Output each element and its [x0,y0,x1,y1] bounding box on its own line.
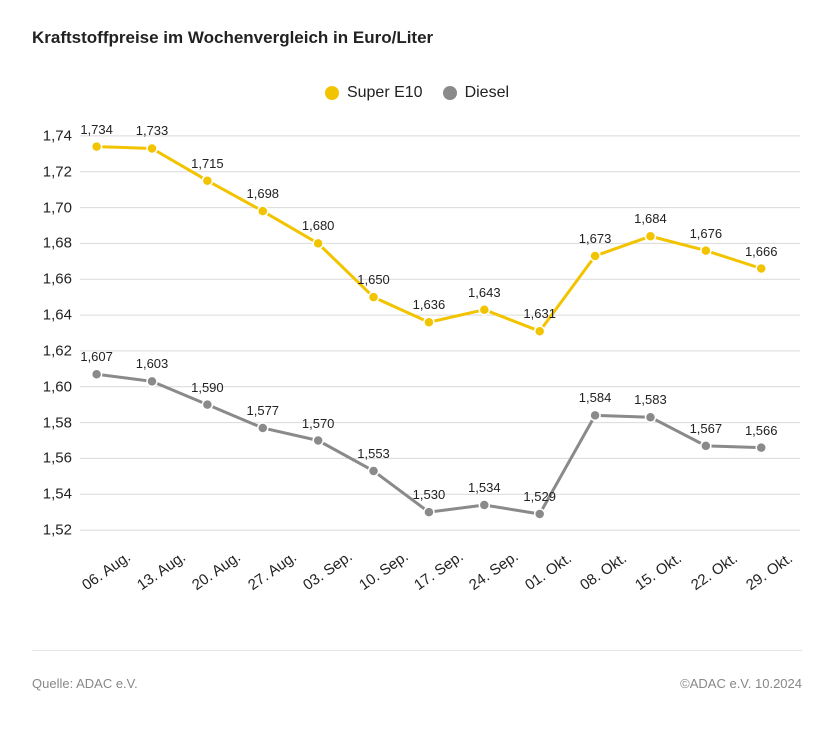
data-label: 1,553 [357,446,390,461]
x-tick-label: 24. Sep. [466,548,522,594]
y-tick-label: 1,64 [43,307,80,324]
data-label: 1,673 [579,231,612,246]
legend: Super E10 Diesel [0,84,834,105]
y-tick-label: 1,66 [43,271,80,288]
data-label: 1,530 [413,487,446,502]
x-tick-label: 20. Aug. [189,548,244,594]
data-marker [202,400,212,410]
data-marker [645,412,655,422]
x-tick-label: 01. Okt. [522,550,575,594]
x-tick-label: 06. Aug. [79,548,134,594]
legend-label: Super E10 [347,84,423,102]
data-label: 1,570 [302,416,335,431]
legend-item: Super E10 [325,84,423,102]
data-label: 1,567 [690,421,723,436]
chart-container: Kraftstoffpreise im Wochenvergleich in E… [0,0,834,731]
data-marker [590,410,600,420]
data-marker [535,326,545,336]
chart-title: Kraftstoffpreise im Wochenvergleich in E… [32,28,433,48]
data-label: 1,534 [468,480,501,495]
data-marker [424,507,434,517]
x-tick-label: 15. Okt. [632,550,685,594]
data-marker [479,305,489,315]
data-marker [424,317,434,327]
data-marker [92,142,102,152]
data-marker [313,436,323,446]
data-marker [313,238,323,248]
data-label: 1,715 [191,156,224,171]
data-marker [369,292,379,302]
data-label: 1,590 [191,380,224,395]
legend-item: Diesel [443,84,509,102]
legend-label: Diesel [465,84,509,102]
legend-marker [443,86,457,100]
x-tick-label: 03. Sep. [300,548,356,594]
data-label: 1,631 [523,306,556,321]
data-label: 1,583 [634,392,667,407]
data-marker [701,246,711,256]
plot-svg [80,118,800,548]
data-marker [202,176,212,186]
data-marker [645,231,655,241]
x-tick-label: 29. Okt. [743,550,796,594]
data-marker [756,264,766,274]
data-label: 1,676 [690,226,723,241]
data-marker [535,509,545,519]
y-tick-label: 1,62 [43,342,80,359]
y-tick-label: 1,52 [43,522,80,539]
data-label: 1,636 [413,297,446,312]
plot-area: 1,521,541,561,581,601,621,641,661,681,70… [80,118,800,548]
data-label: 1,734 [80,122,113,137]
data-marker [701,441,711,451]
data-marker [258,206,268,216]
data-marker [756,443,766,453]
y-tick-label: 1,60 [43,378,80,395]
footer-divider [32,650,802,651]
x-tick-label: 10. Sep. [356,548,412,594]
y-tick-label: 1,56 [43,450,80,467]
source-label: Quelle: ADAC e.V. [32,676,138,691]
y-tick-label: 1,58 [43,414,80,431]
y-tick-label: 1,74 [43,127,80,144]
data-label: 1,566 [745,423,778,438]
x-tick-label: 17. Sep. [411,548,467,594]
data-label: 1,584 [579,390,612,405]
data-label: 1,529 [523,489,556,504]
legend-marker [325,86,339,100]
data-label: 1,607 [80,349,113,364]
data-marker [369,466,379,476]
data-marker [147,376,157,386]
data-label: 1,666 [745,244,778,259]
data-label: 1,643 [468,285,501,300]
x-tick-label: 22. Okt. [688,550,741,594]
data-marker [147,143,157,153]
data-label: 1,577 [246,403,279,418]
y-tick-label: 1,72 [43,163,80,180]
data-marker [479,500,489,510]
copyright-label: ©ADAC e.V. 10.2024 [680,676,802,691]
data-marker [590,251,600,261]
y-tick-label: 1,54 [43,486,80,503]
data-label: 1,680 [302,218,335,233]
x-tick-label: 27. Aug. [245,548,300,594]
x-tick-label: 13. Aug. [134,548,189,594]
data-marker [92,369,102,379]
data-label: 1,698 [246,186,279,201]
data-label: 1,650 [357,272,390,287]
x-tick-label: 08. Okt. [577,550,630,594]
y-tick-label: 1,68 [43,235,80,252]
data-label: 1,603 [136,356,169,371]
data-label: 1,733 [136,123,169,138]
y-tick-label: 1,70 [43,199,80,216]
data-label: 1,684 [634,211,667,226]
data-marker [258,423,268,433]
